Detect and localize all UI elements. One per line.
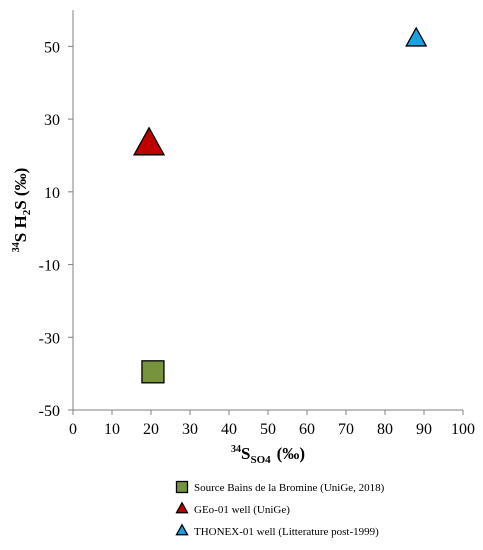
- x-tick-label: 30: [182, 421, 198, 438]
- x-axis-title-unit: (‰): [277, 444, 305, 463]
- y-axis-title-prefix: 34: [11, 242, 22, 252]
- x-tick-label: 100: [451, 421, 475, 438]
- data-point-series-1: [141, 360, 165, 384]
- x-ticks: 0 10 20 30 40 50 60 70 80 90 100: [69, 410, 475, 438]
- legend-marker-2: [175, 501, 189, 514]
- x-tick-label: 80: [377, 421, 393, 438]
- legend: Source Bains de la Bromine (UniGe, 2018)…: [175, 480, 385, 538]
- data-point-series-2: [132, 126, 166, 156]
- x-tick-label: 60: [299, 421, 315, 438]
- axes: [72, 10, 463, 411]
- y-axis-title-sub: 2: [21, 209, 33, 215]
- y-tick-label: -10: [39, 258, 60, 275]
- x-axis-title-sub: SO4: [250, 454, 271, 466]
- legend-marker-3: [175, 523, 189, 536]
- legend-label-1: Source Bains de la Bromine (UniGe, 2018): [194, 482, 385, 494]
- data-point-series-3: [405, 26, 428, 47]
- y-tick-label: -50: [39, 403, 60, 420]
- x-tick-label: 70: [338, 421, 354, 438]
- x-tick-label: 20: [143, 421, 159, 438]
- y-axis-title-rest: S (‰): [11, 168, 30, 210]
- x-tick-label: 90: [416, 421, 432, 438]
- y-tick-label: 50: [44, 39, 60, 56]
- x-tick-label: 50: [260, 421, 276, 438]
- data-points: [132, 26, 428, 384]
- y-tick-label: 30: [44, 112, 60, 129]
- x-axis-title-main: S: [241, 444, 250, 463]
- y-axis-title-main: S H: [11, 215, 30, 242]
- y-ticks: -50 -30 -10 10 30 50: [39, 39, 73, 420]
- x-axis-title: 34SSO4 (‰): [231, 444, 305, 466]
- y-axis-title: 34S H2S (‰): [11, 168, 33, 252]
- x-axis-title-prefix: 34: [231, 444, 241, 455]
- x-tick-label: 10: [104, 421, 120, 438]
- y-tick-label: -30: [39, 330, 60, 347]
- x-tick-label: 40: [221, 421, 237, 438]
- y-tick-label: 10: [44, 185, 60, 202]
- legend-label-2: GEo-01 well (UniGe): [194, 504, 290, 516]
- legend-label-3: THONEX-01 well (Litterature post-1999): [194, 526, 379, 538]
- x-tick-label: 0: [69, 421, 77, 438]
- legend-marker-1: [175, 480, 189, 494]
